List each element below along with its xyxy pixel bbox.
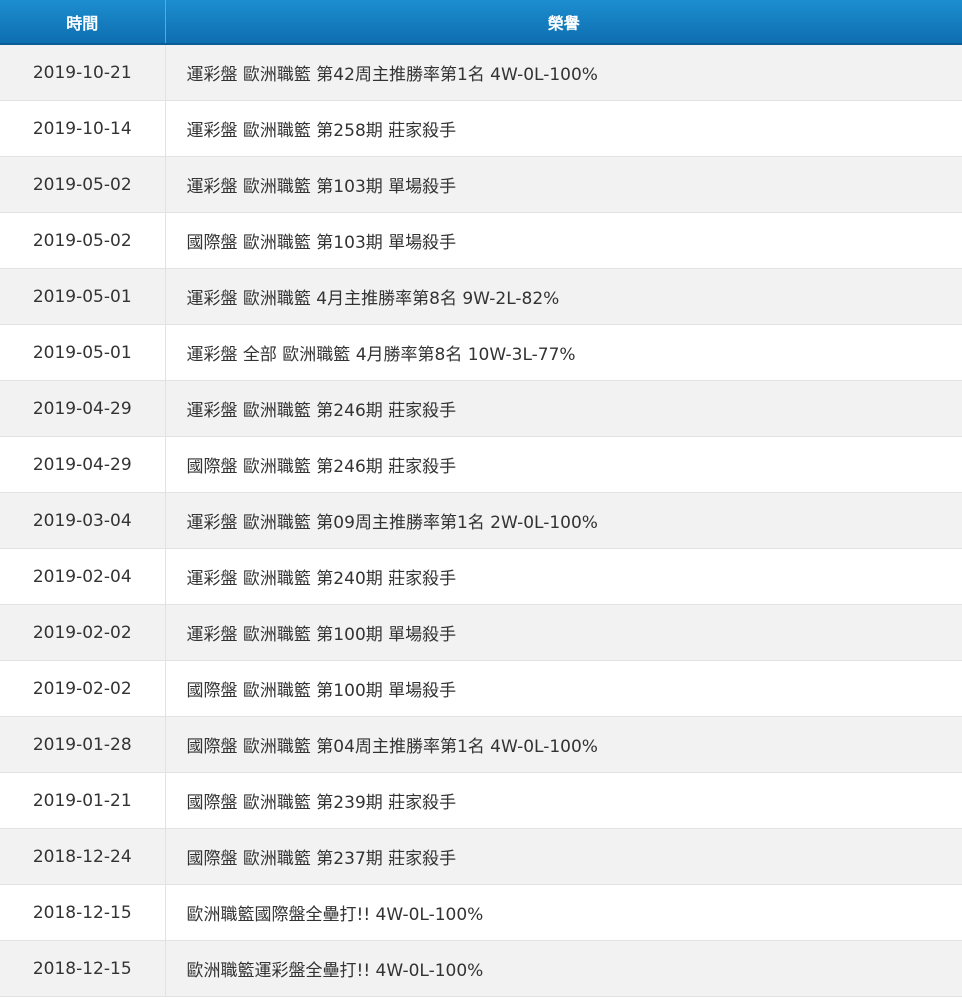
row-honor: 歐洲職籃國際盤全壘打!! 4W-0L-100% xyxy=(165,884,962,941)
row-honor: 運彩盤 歐洲職籃 4月主推勝率第8名 9W-2L-82% xyxy=(165,268,962,325)
row-date: 2019-10-14 xyxy=(0,100,166,157)
table-row: 2019-05-01 運彩盤 歐洲職籃 4月主推勝率第8名 9W-2L-82% xyxy=(0,268,962,325)
row-date: 2018-12-24 xyxy=(0,828,166,885)
row-honor: 國際盤 歐洲職籃 第246期 莊家殺手 xyxy=(165,436,962,493)
row-date: 2019-03-04 xyxy=(0,492,166,549)
table-row: 2019-01-21 國際盤 歐洲職籃 第239期 莊家殺手 xyxy=(0,772,962,829)
row-honor: 運彩盤 歐洲職籃 第42周主推勝率第1名 4W-0L-100% xyxy=(165,44,962,101)
row-honor: 運彩盤 歐洲職籃 第103期 單場殺手 xyxy=(165,156,962,213)
table-header: 時間 榮譽 xyxy=(0,0,962,45)
table-row: 2019-02-04 運彩盤 歐洲職籃 第240期 莊家殺手 xyxy=(0,548,962,605)
row-date: 2019-04-29 xyxy=(0,436,166,493)
table-row: 2019-04-29 國際盤 歐洲職籃 第246期 莊家殺手 xyxy=(0,436,962,493)
table-row: 2019-05-02 國際盤 歐洲職籃 第103期 單場殺手 xyxy=(0,212,962,269)
row-date: 2019-02-04 xyxy=(0,548,166,605)
row-honor: 運彩盤 歐洲職籃 第100期 單場殺手 xyxy=(165,604,962,661)
table-row: 2019-10-21 運彩盤 歐洲職籃 第42周主推勝率第1名 4W-0L-100… xyxy=(0,44,962,101)
row-date: 2019-05-01 xyxy=(0,324,166,381)
table-body: 2019-10-21 運彩盤 歐洲職籃 第42周主推勝率第1名 4W-0L-100… xyxy=(0,44,962,997)
row-honor: 國際盤 歐洲職籃 第239期 莊家殺手 xyxy=(165,772,962,829)
table-row: 2019-02-02 國際盤 歐洲職籃 第100期 單場殺手 xyxy=(0,660,962,717)
table-row: 2019-05-02 運彩盤 歐洲職籃 第103期 單場殺手 xyxy=(0,156,962,213)
row-date: 2019-10-21 xyxy=(0,44,166,101)
header-honor: 榮譽 xyxy=(165,0,962,45)
row-date: 2019-01-21 xyxy=(0,772,166,829)
row-honor: 運彩盤 歐洲職籃 第240期 莊家殺手 xyxy=(165,548,962,605)
row-date: 2019-05-02 xyxy=(0,156,166,213)
row-honor: 國際盤 歐洲職籃 第04周主推勝率第1名 4W-0L-100% xyxy=(165,716,962,773)
row-honor: 國際盤 歐洲職籃 第237期 莊家殺手 xyxy=(165,828,962,885)
table-row: 2018-12-15 歐洲職籃國際盤全壘打!! 4W-0L-100% xyxy=(0,884,962,941)
row-honor: 歐洲職籃運彩盤全壘打!! 4W-0L-100% xyxy=(165,940,962,997)
header-time: 時間 xyxy=(0,0,166,45)
row-date: 2019-01-28 xyxy=(0,716,166,773)
row-date: 2019-02-02 xyxy=(0,604,166,661)
table-row: 2019-04-29 運彩盤 歐洲職籃 第246期 莊家殺手 xyxy=(0,380,962,437)
row-honor: 國際盤 歐洲職籃 第103期 單場殺手 xyxy=(165,212,962,269)
table-row: 2019-01-28 國際盤 歐洲職籃 第04周主推勝率第1名 4W-0L-100… xyxy=(0,716,962,773)
row-honor: 運彩盤 歐洲職籃 第246期 莊家殺手 xyxy=(165,380,962,437)
row-honor: 運彩盤 全部 歐洲職籃 4月勝率第8名 10W-3L-77% xyxy=(165,324,962,381)
table-row: 2018-12-15 歐洲職籃運彩盤全壘打!! 4W-0L-100% xyxy=(0,940,962,997)
table-row: 2019-03-04 運彩盤 歐洲職籃 第09周主推勝率第1名 2W-0L-100… xyxy=(0,492,962,549)
row-date: 2019-05-01 xyxy=(0,268,166,325)
row-date: 2019-04-29 xyxy=(0,380,166,437)
header-row: 時間 榮譽 xyxy=(0,0,962,45)
row-date: 2019-02-02 xyxy=(0,660,166,717)
row-honor: 國際盤 歐洲職籃 第100期 單場殺手 xyxy=(165,660,962,717)
row-honor: 運彩盤 歐洲職籃 第09周主推勝率第1名 2W-0L-100% xyxy=(165,492,962,549)
row-date: 2018-12-15 xyxy=(0,940,166,997)
table-row: 2019-05-01 運彩盤 全部 歐洲職籃 4月勝率第8名 10W-3L-77% xyxy=(0,324,962,381)
table-row: 2018-12-24 國際盤 歐洲職籃 第237期 莊家殺手 xyxy=(0,828,962,885)
table-row: 2019-10-14 運彩盤 歐洲職籃 第258期 莊家殺手 xyxy=(0,100,962,157)
row-date: 2018-12-15 xyxy=(0,884,166,941)
table-row: 2019-02-02 運彩盤 歐洲職籃 第100期 單場殺手 xyxy=(0,604,962,661)
row-honor: 運彩盤 歐洲職籃 第258期 莊家殺手 xyxy=(165,100,962,157)
row-date: 2019-05-02 xyxy=(0,212,166,269)
